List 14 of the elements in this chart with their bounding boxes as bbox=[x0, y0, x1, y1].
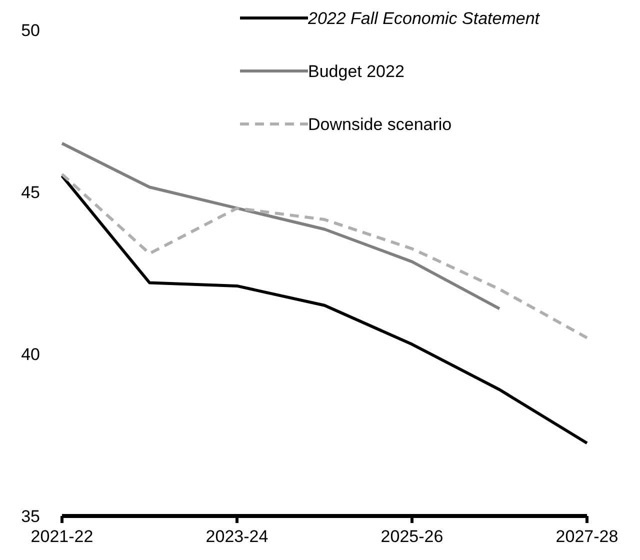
y-tick-label: 40 bbox=[21, 344, 40, 364]
x-tick-label: 2027-28 bbox=[556, 527, 618, 546]
legend-label: Budget 2022 bbox=[308, 62, 404, 81]
y-tick-label: 45 bbox=[21, 182, 40, 202]
y-tick-label: 35 bbox=[21, 506, 40, 526]
x-tick-label: 2023-24 bbox=[206, 527, 268, 546]
x-tick-label: 2021-22 bbox=[30, 527, 94, 546]
x-tick-label: 2025-26 bbox=[380, 527, 444, 546]
y-tick-label: 50 bbox=[21, 20, 40, 40]
legend-label: 2022 Fall Economic Statement bbox=[307, 8, 541, 28]
legend-label: Downside scenario bbox=[308, 114, 452, 134]
line-series bbox=[60, 172, 588, 340]
line-series bbox=[60, 142, 501, 310]
line-series bbox=[60, 174, 588, 445]
